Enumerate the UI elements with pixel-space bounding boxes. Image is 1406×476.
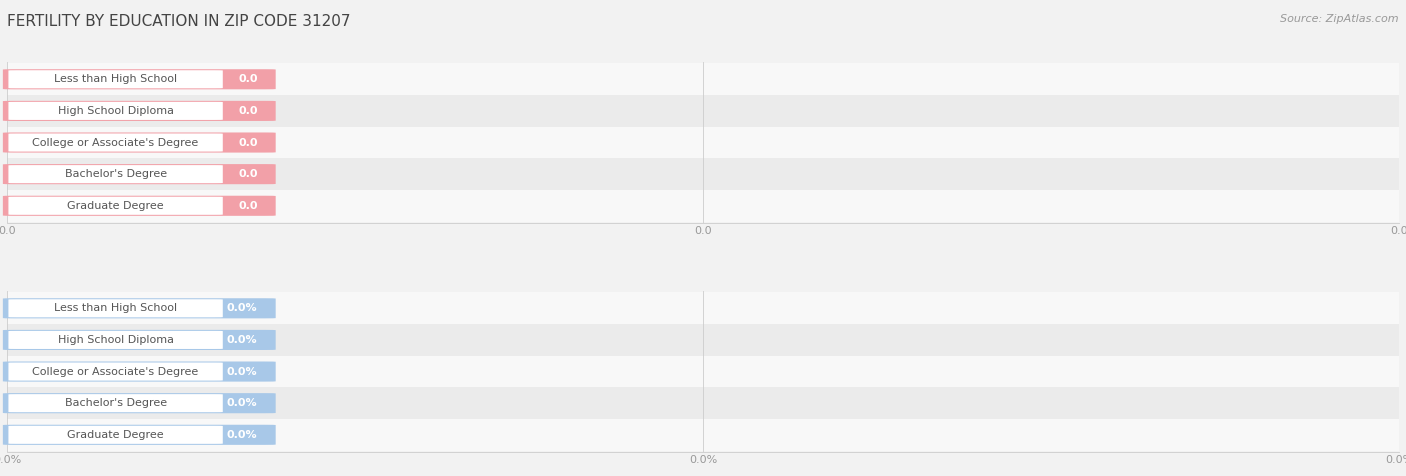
FancyBboxPatch shape (3, 69, 276, 89)
Text: Less than High School: Less than High School (53, 74, 177, 84)
Text: Graduate Degree: Graduate Degree (67, 430, 165, 440)
Text: Less than High School: Less than High School (53, 303, 177, 313)
Bar (7, 292, 1399, 324)
FancyBboxPatch shape (3, 101, 276, 121)
FancyBboxPatch shape (8, 70, 222, 89)
FancyBboxPatch shape (8, 197, 222, 215)
Text: College or Associate's Degree: College or Associate's Degree (32, 367, 198, 377)
Bar (7, 63, 1399, 95)
Bar (7, 387, 1399, 419)
Bar (7, 356, 1399, 387)
Text: 0.0: 0.0 (238, 106, 257, 116)
Text: 0.0: 0.0 (238, 74, 257, 84)
Bar (7, 127, 1399, 159)
FancyBboxPatch shape (3, 196, 276, 216)
Text: Bachelor's Degree: Bachelor's Degree (65, 398, 167, 408)
Text: 0.0: 0.0 (238, 169, 257, 179)
Bar (7, 419, 1399, 451)
FancyBboxPatch shape (3, 425, 276, 445)
FancyBboxPatch shape (3, 393, 276, 413)
FancyBboxPatch shape (3, 132, 276, 153)
FancyBboxPatch shape (8, 299, 222, 317)
Text: Graduate Degree: Graduate Degree (67, 201, 165, 211)
Text: 0.0%: 0.0% (226, 303, 257, 313)
FancyBboxPatch shape (8, 394, 222, 412)
Text: 0.0: 0.0 (238, 138, 257, 148)
FancyBboxPatch shape (3, 164, 276, 184)
Text: FERTILITY BY EDUCATION IN ZIP CODE 31207: FERTILITY BY EDUCATION IN ZIP CODE 31207 (7, 14, 350, 30)
Text: 0.0%: 0.0% (226, 398, 257, 408)
Text: 0.0%: 0.0% (226, 335, 257, 345)
Text: Bachelor's Degree: Bachelor's Degree (65, 169, 167, 179)
Text: High School Diploma: High School Diploma (58, 106, 173, 116)
FancyBboxPatch shape (8, 363, 222, 381)
FancyBboxPatch shape (8, 331, 222, 349)
Text: 0.0: 0.0 (238, 201, 257, 211)
Bar (7, 324, 1399, 356)
FancyBboxPatch shape (8, 426, 222, 444)
FancyBboxPatch shape (8, 165, 222, 183)
Bar (7, 95, 1399, 127)
FancyBboxPatch shape (3, 298, 276, 318)
Text: High School Diploma: High School Diploma (58, 335, 173, 345)
FancyBboxPatch shape (3, 361, 276, 382)
FancyBboxPatch shape (3, 330, 276, 350)
Text: Source: ZipAtlas.com: Source: ZipAtlas.com (1281, 14, 1399, 24)
Bar (7, 190, 1399, 222)
Text: College or Associate's Degree: College or Associate's Degree (32, 138, 198, 148)
Bar (7, 159, 1399, 190)
Text: 0.0%: 0.0% (226, 367, 257, 377)
FancyBboxPatch shape (8, 133, 222, 151)
FancyBboxPatch shape (8, 102, 222, 120)
Text: 0.0%: 0.0% (226, 430, 257, 440)
